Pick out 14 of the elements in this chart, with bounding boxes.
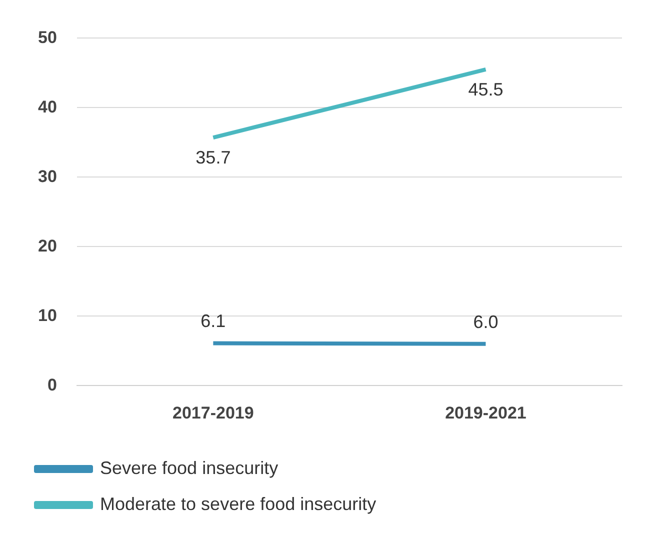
y-tick-label: 30 <box>38 166 57 186</box>
data-label: 45.5 <box>468 79 504 100</box>
legend-label: Severe food insecurity <box>100 458 278 478</box>
y-tick-label: 0 <box>47 375 57 394</box>
data-label: 35.7 <box>196 148 231 168</box>
y-tick-label: 40 <box>38 97 57 116</box>
legend-label: Moderate to severe food insecurity <box>100 494 376 514</box>
y-tick-label: 20 <box>38 236 57 256</box>
data-label: 6.0 <box>473 312 498 332</box>
y-tick-label: 50 <box>38 28 57 47</box>
x-tick-label: 2019-2021 <box>445 403 526 422</box>
y-tick-label: 10 <box>38 306 57 325</box>
data-label: 6.1 <box>200 311 226 332</box>
x-tick-label: 2017-2019 <box>172 403 254 422</box>
